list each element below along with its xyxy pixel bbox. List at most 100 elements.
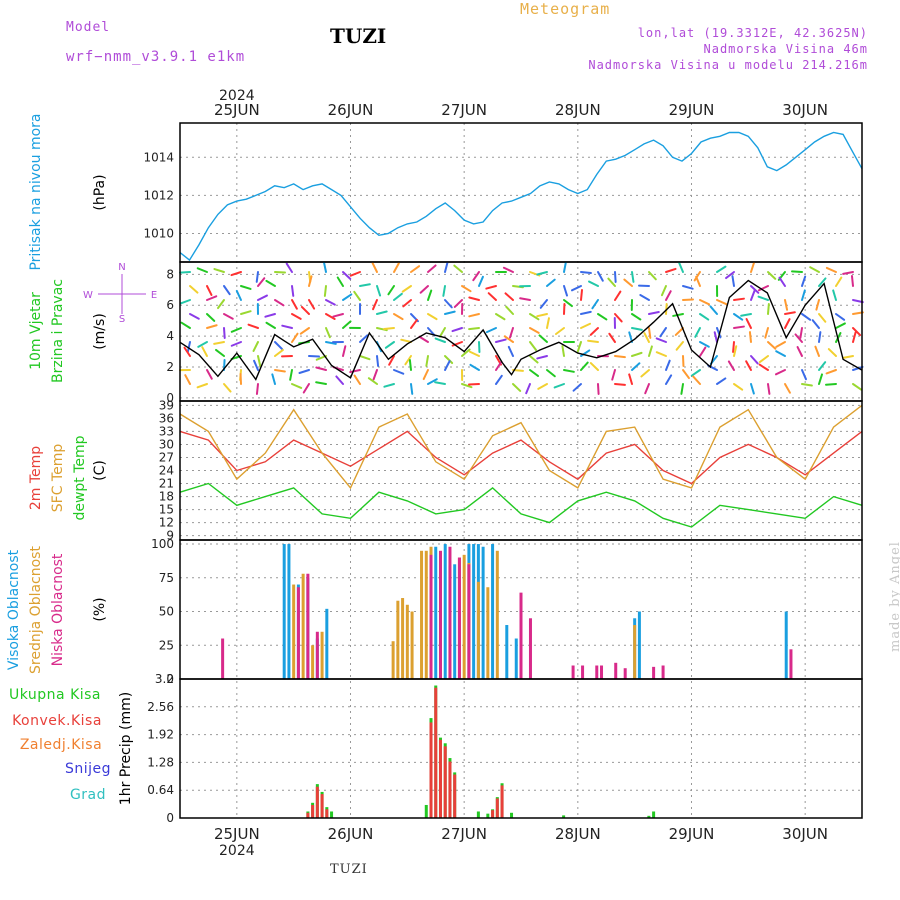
wind-arrow: [422, 369, 429, 381]
wind-arrow: [504, 292, 514, 301]
bar-clouds: [476, 581, 480, 679]
y-tick-label: 2: [166, 360, 174, 374]
wind-arrow: [468, 383, 480, 386]
wind-arrow: [349, 271, 361, 277]
wind-arrow: [716, 265, 727, 273]
wind-arrow: [325, 313, 336, 320]
wind-arrow: [825, 266, 837, 273]
wind-arrow: [801, 275, 807, 287]
wind-arrow: [206, 313, 216, 322]
wind-arrow: [733, 313, 744, 321]
wind-arrow: [818, 313, 827, 323]
wind-arrow: [553, 383, 565, 389]
wind-arrow: [291, 299, 298, 310]
bar-precip: [510, 812, 514, 818]
wind-arrow: [750, 383, 755, 395]
bar-precip: [486, 813, 490, 818]
wind-arrow: [359, 283, 371, 287]
wind-arrow: [444, 261, 449, 273]
wind-arrow: [767, 271, 777, 280]
wind-arrow: [274, 341, 284, 351]
wind-arrow: [223, 383, 232, 393]
wind-arrow: [775, 341, 786, 348]
wind-arrow: [519, 297, 531, 301]
wind-arrow: [495, 374, 503, 385]
wind-arrow: [529, 369, 540, 377]
wind-arrow: [778, 276, 786, 287]
precip-legend-item: Ukupna Kisa: [9, 687, 101, 703]
wind-arrow: [775, 350, 786, 357]
wind-arrow: [767, 303, 770, 315]
wind-arrow: [576, 341, 582, 353]
wind-arrow: [512, 383, 522, 392]
bar-clouds: [514, 638, 518, 679]
series-line-temperature: [179, 404, 863, 490]
wind-arrow: [758, 355, 769, 363]
wind-arrow: [179, 271, 191, 274]
wind-arrow: [608, 332, 616, 343]
wind-arrow: [580, 310, 592, 315]
wind-arrow: [308, 355, 320, 358]
wind-arrow: [631, 351, 643, 357]
wind-arrow: [842, 271, 854, 275]
wind-arrow: [410, 265, 421, 273]
wind-arrow: [485, 285, 497, 290]
wind-arrow: [230, 271, 242, 277]
temp-label-2m: 2m Temp: [28, 446, 44, 510]
y-tick-label: 3.2: [155, 672, 174, 686]
y-tick-label: 27: [159, 450, 174, 464]
bar-precip: [491, 810, 495, 818]
wind-arrow: [546, 317, 550, 329]
wind-arrow: [631, 362, 641, 371]
wind-arrow: [757, 295, 769, 301]
panel-wind: 0 2 4 6 8 (m/s): [92, 261, 864, 405]
wind-arrow: [289, 369, 293, 381]
y-tick-label: 1014: [143, 150, 174, 164]
panel-frame: [179, 122, 863, 263]
wind-arrow: [342, 345, 347, 357]
wind-arrow: [675, 341, 684, 351]
station-title: TUZI: [330, 24, 387, 48]
wind-arrow: [230, 327, 242, 333]
wind-arrow: [614, 313, 623, 323]
y-tick-label: 18: [159, 490, 174, 504]
wind-arrow: [434, 337, 446, 343]
wind-arrow: [563, 299, 573, 308]
wind-arrow: [323, 285, 327, 297]
bar-clouds: [486, 587, 490, 679]
wind-arrow: [300, 305, 310, 315]
wind-arrow: [180, 321, 191, 329]
wind-arrow: [748, 331, 752, 343]
wind-arrow: [665, 359, 671, 371]
y-tick-label: 50: [159, 605, 174, 619]
bar-clouds: [315, 631, 319, 679]
wind-arrow: [818, 331, 822, 343]
bottom-day-label: 29JUN: [669, 825, 715, 843]
bar-clouds: [448, 546, 452, 679]
wind-arrow: [818, 277, 827, 287]
wind-arrow: [563, 261, 567, 273]
wind-arrow: [580, 349, 591, 357]
wind-arrow: [485, 327, 497, 334]
wind-arrow: [342, 320, 352, 329]
y-tick-label: 0: [166, 811, 174, 825]
wind-arrow: [587, 339, 599, 343]
product-title: Meteogram: [520, 0, 611, 18]
series-line-temperature: [179, 430, 863, 485]
wind-arrow: [372, 299, 378, 311]
wind-arrow: [758, 363, 769, 371]
wind-arrow: [353, 374, 361, 385]
wind-arrow: [631, 271, 635, 283]
wind-arrow: [359, 355, 371, 361]
wind-arrow: [442, 285, 446, 297]
wind-arrow: [745, 360, 752, 371]
top-day-label: 30JUN: [782, 101, 828, 119]
wind-arrow: [468, 296, 480, 301]
unit-label: (m/s): [92, 313, 108, 350]
wind-arrow: [589, 362, 599, 371]
wind-arrow: [852, 331, 857, 343]
unit-label: (hPa): [92, 174, 108, 210]
wind-arrow: [539, 299, 548, 309]
bar-precip: [315, 786, 319, 818]
